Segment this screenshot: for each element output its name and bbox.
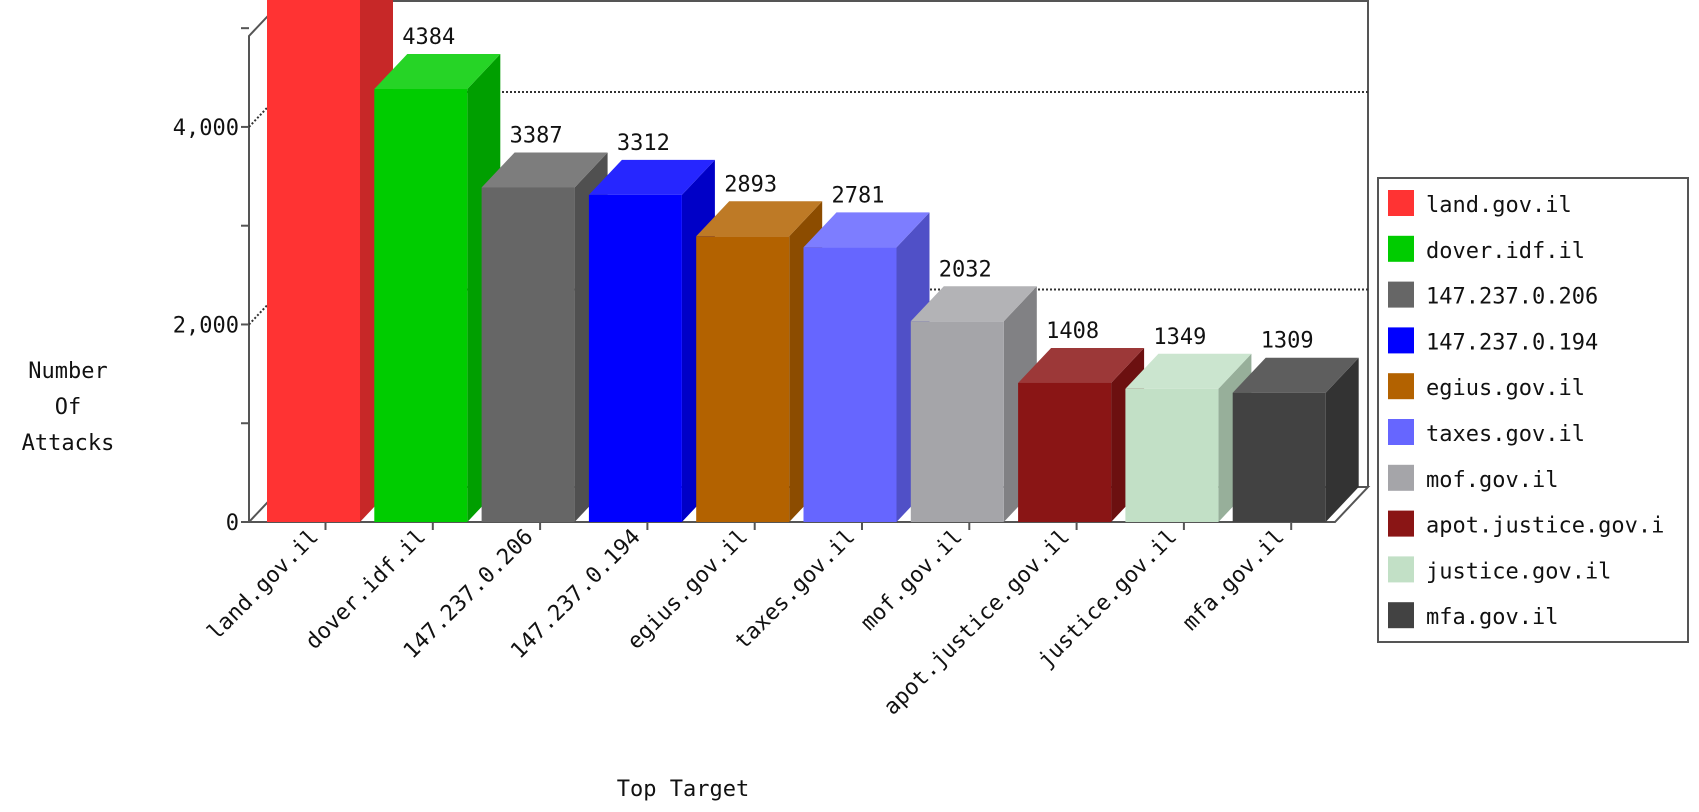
- bar-front: [374, 89, 468, 523]
- bar-mfa.gov.il: [1232, 357, 1359, 522]
- data-label: 2781: [832, 183, 885, 208]
- data-label: 1408: [1046, 319, 1099, 344]
- bar-front: [267, 0, 360, 522]
- bar-side: [1325, 357, 1359, 522]
- bar-front: [481, 187, 575, 522]
- data-label: 4384: [402, 25, 455, 50]
- legend-item: dover.idf.il: [1388, 235, 1585, 264]
- bar-147.237.0.194: [588, 159, 715, 522]
- legend-swatch: [1388, 419, 1414, 445]
- bar-front: [910, 321, 1004, 522]
- legend-label: dover.idf.il: [1426, 239, 1585, 264]
- legend-swatch: [1388, 556, 1414, 583]
- data-label: 2893: [724, 172, 777, 197]
- legend-item: 147.237.0.206: [1388, 281, 1598, 310]
- bar-top: [803, 212, 930, 248]
- y-tick-label: 2,000: [173, 313, 239, 338]
- x-tick-label: apot.justice.gov.il: [879, 525, 1075, 721]
- bar-top: [1018, 347, 1145, 383]
- y-axis-title-line: Of: [55, 395, 82, 420]
- bar-top: [1125, 353, 1252, 389]
- bar-top: [910, 286, 1037, 322]
- bar-front: [803, 247, 897, 523]
- data-label: 1309: [1261, 329, 1314, 354]
- bar-apot.justice.gov.il: [1018, 347, 1145, 522]
- legend-swatch: [1388, 373, 1414, 400]
- bar-top: [588, 159, 715, 195]
- bar-dover.idf.il: [374, 54, 501, 523]
- data-label: 1349: [1153, 325, 1206, 350]
- legend-swatch: [1388, 510, 1414, 537]
- legend-swatch: [1388, 281, 1414, 308]
- bar-front: [1018, 382, 1112, 522]
- x-tick-label: mfa.gov.il: [1178, 525, 1289, 636]
- data-label: 3387: [510, 123, 563, 148]
- legend-swatch: [1388, 190, 1414, 216]
- bar-147.237.0.206: [481, 152, 608, 522]
- legend-item: mof.gov.il: [1388, 464, 1558, 493]
- legend-item: land.gov.il: [1388, 190, 1572, 218]
- bar-top: [696, 201, 823, 237]
- bar-front: [696, 236, 790, 522]
- back-wall-frame: [282, 0, 1369, 487]
- bar-justice.gov.il: [1125, 353, 1252, 522]
- y-tick-label: 0: [226, 511, 239, 536]
- legend-label: land.gov.il: [1426, 193, 1572, 218]
- bar-front: [1232, 392, 1326, 522]
- legend-item: apot.justice.gov.i: [1388, 510, 1664, 539]
- bar-mof.gov.il: [910, 286, 1037, 522]
- legend-swatch: [1388, 235, 1414, 262]
- bar-top: [1232, 357, 1359, 393]
- legend-swatch: [1388, 602, 1414, 629]
- bar-front: [1125, 388, 1219, 522]
- data-label: 2032: [939, 257, 992, 282]
- legend-label: 147.237.0.194: [1426, 330, 1598, 355]
- bar-top: [481, 152, 608, 188]
- legend-item: taxes.gov.il: [1388, 419, 1585, 447]
- legend-label: egius.gov.il: [1426, 376, 1585, 401]
- legend-label: 147.237.0.206: [1426, 285, 1598, 310]
- legend-item: 147.237.0.194: [1388, 327, 1598, 355]
- y-axis-title-line: Number: [28, 359, 107, 384]
- legend-label: apot.justice.gov.i: [1426, 514, 1664, 539]
- x-tick-label: mof.gov.il: [856, 525, 967, 636]
- y-tick-label: 4,000: [173, 116, 239, 141]
- legend-label: mfa.gov.il: [1426, 605, 1558, 630]
- legend-label: taxes.gov.il: [1426, 422, 1585, 447]
- bar-egius.gov.il: [696, 201, 823, 522]
- legend-item: egius.gov.il: [1388, 373, 1585, 401]
- legend-box: [1377, 177, 1689, 643]
- bar-land.gov.il: [267, 0, 393, 522]
- y-axis-title: Number Of Attacks: [22, 359, 115, 456]
- data-label: 3312: [617, 131, 670, 156]
- legend-label: justice.gov.il: [1426, 559, 1611, 584]
- bar-top: [374, 54, 501, 90]
- legend-swatch: [1388, 464, 1414, 491]
- legend-swatch: [1388, 327, 1414, 354]
- bar-taxes.gov.il: [803, 212, 930, 523]
- legend-label: mof.gov.il: [1426, 468, 1558, 493]
- x-tick-label: land.gov.il: [203, 525, 324, 646]
- y-axis-title-line: Attacks: [22, 431, 115, 456]
- bar-front: [588, 194, 682, 522]
- x-axis-title: Top Target: [617, 777, 749, 802]
- legend-item: mfa.gov.il: [1388, 602, 1558, 630]
- legend-item: justice.gov.il: [1388, 556, 1611, 584]
